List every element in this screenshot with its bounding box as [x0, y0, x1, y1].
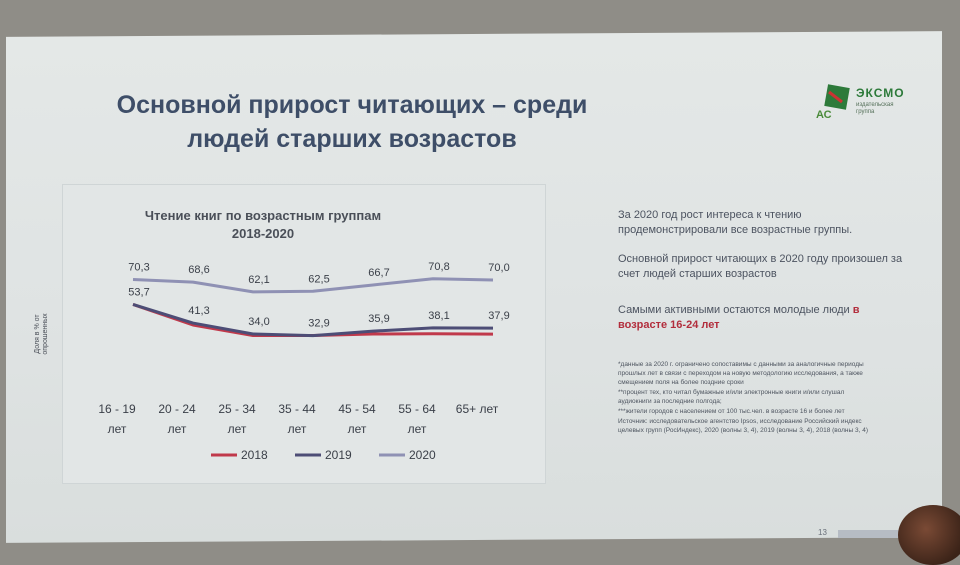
footnote-1: *данные за 2020 г. ограничено сопоставим…: [618, 361, 864, 386]
side-paragraph-2: Основной прирост читающих в 2020 году пр…: [618, 253, 903, 280]
data-label: 38,1: [428, 310, 449, 322]
data-label: 62,5: [308, 273, 329, 285]
data-label: 66,7: [368, 267, 389, 279]
footnotes: *данные за 2020 г. ограничено сопоставим…: [618, 360, 878, 436]
data-label: 68,6: [188, 264, 209, 276]
logo-name: ЭКСМО: [856, 86, 905, 100]
line-chart: Чтение книг по возрастным группам 2018-20…: [98, 208, 509, 462]
chart-title-line: Чтение книг по возрастным группам: [145, 208, 381, 223]
chart-title-line: 2018-2020: [232, 226, 294, 241]
footnote-source: Источник: исследовательское агентство Ip…: [618, 418, 869, 434]
data-label: 70,8: [428, 261, 449, 273]
footnote-2: **процент тех, кто читал бумажные и/или …: [618, 389, 845, 405]
category-label: 45 - 54: [338, 402, 376, 416]
category-label: 65+ лет: [456, 402, 499, 416]
ylabel-line-2: опрошенных: [42, 313, 49, 355]
eksmo-logo: АС ЭКСМО издательская группа: [816, 84, 908, 124]
ylabel-line-1: Доля в % от: [34, 314, 41, 354]
data-label: 70,3: [128, 262, 149, 274]
side-paragraph-3: Самыми активными остаются молодые люди в…: [618, 303, 908, 333]
logo-mark-text: АС: [816, 109, 832, 120]
category-label: лет: [228, 422, 247, 436]
side-paragraph-3-text: Самыми активными остаются молодые люди: [618, 304, 853, 316]
logo-sub: издательская группа: [856, 102, 894, 115]
footer-bar: [838, 530, 938, 538]
category-label: лет: [108, 422, 127, 436]
legend-label-2020: 2020: [409, 448, 436, 462]
data-label: 35,9: [368, 313, 389, 325]
page-number: 13: [818, 528, 827, 537]
slide-title: Основной прирост читающих – среди людей …: [92, 88, 612, 156]
title-line-2: людей старших возрастов: [187, 125, 517, 153]
side-paragraph-1: За 2020 год рост интереса к чтению проде…: [618, 209, 853, 236]
data-label: 70,0: [488, 262, 509, 274]
series-line-2019: [132, 303, 494, 338]
title-line-1: Основной прирост читающих – среди: [116, 91, 588, 119]
category-label: лет: [288, 422, 307, 436]
data-label: 62,1: [248, 274, 269, 286]
audience-head: [898, 505, 960, 565]
category-label: лет: [348, 422, 367, 436]
data-label: 37,9: [488, 310, 509, 322]
data-label: 32,9: [308, 318, 329, 330]
footnote-3: ***жители городов с населением от 100 ты…: [618, 408, 845, 415]
category-label: 25 - 34: [218, 402, 256, 416]
category-label: 20 - 24: [158, 402, 196, 416]
logo-mark-icon: АС: [816, 84, 850, 120]
data-label: 34,0: [248, 316, 269, 328]
category-label: 16 - 19: [98, 402, 136, 416]
data-label: 41,3: [188, 305, 209, 317]
category-label: лет: [408, 422, 427, 436]
legend-label-2018: 2018: [241, 448, 268, 462]
category-label: 55 - 64: [398, 402, 436, 416]
legend-label-2019: 2019: [325, 448, 352, 462]
series-line-2020: [132, 277, 494, 294]
data-label: 53,7: [128, 286, 149, 298]
category-label: 35 - 44: [278, 402, 316, 416]
chart-panel: Чтение книг по возрастным группам 2018-20…: [62, 184, 546, 484]
category-label: лет: [168, 422, 187, 436]
side-paragraph-3-highlight: в возрасте 16-24 лет: [618, 304, 860, 331]
y-axis-label: Доля в % от опрошенных: [30, 300, 52, 370]
